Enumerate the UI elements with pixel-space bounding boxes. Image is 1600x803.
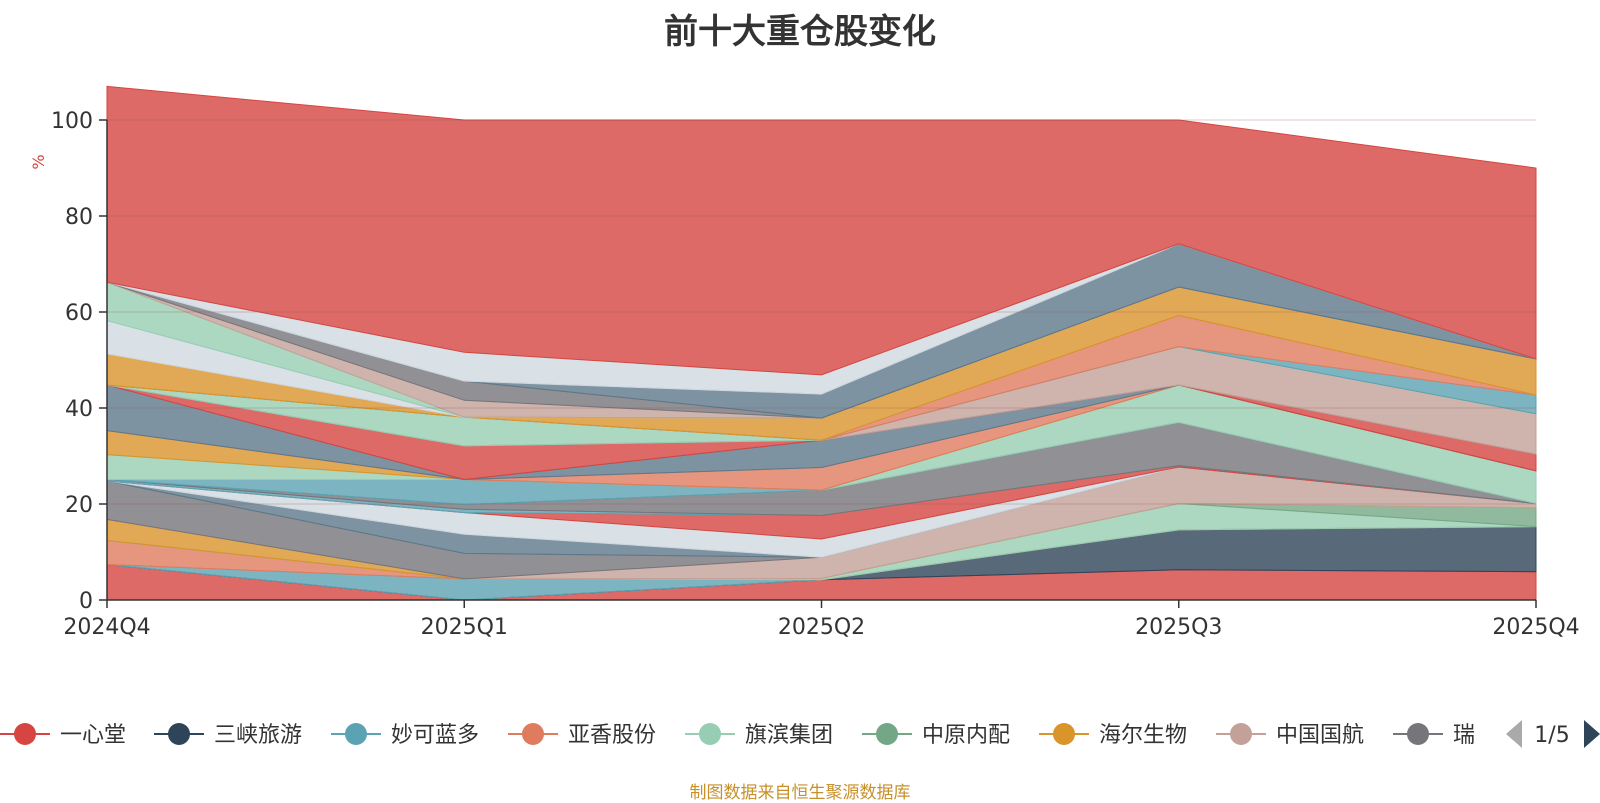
legend-label: 一心堂: [60, 723, 126, 748]
legend-item-妙可蓝多[interactable]: 妙可蓝多: [331, 723, 479, 748]
legend-marker: [345, 723, 367, 745]
legend-label: 海尔生物: [1099, 723, 1187, 748]
legend-marker: [1053, 723, 1075, 745]
x-tick-label-2025Q4: 2025Q4: [1492, 615, 1579, 640]
legend-marker: [1230, 723, 1252, 745]
legend-label: 三峡旅游: [214, 723, 302, 748]
area-series-group: [106, 85, 1537, 601]
y-axis-unit-label: %: [29, 154, 48, 169]
legend-item-一心堂[interactable]: 一心堂: [0, 723, 126, 748]
y-tick-label-80: 80: [65, 205, 93, 230]
legend-marker: [699, 723, 721, 745]
legend-next-page-icon[interactable]: [1584, 720, 1600, 748]
legend-label: 中国国航: [1276, 723, 1364, 748]
legend: 一心堂 三峡旅游 妙可蓝多 亚香股份 旗滨集团 中原内配 海尔生物 中国国航 瑞 1/5: [0, 720, 1600, 748]
legend-item-中国国航[interactable]: 中国国航: [1216, 723, 1364, 748]
legend-label: 旗滨集团: [745, 723, 833, 748]
y-tick-label-60: 60: [65, 301, 93, 326]
legend-item-中原内配[interactable]: 中原内配: [862, 723, 1010, 748]
legend-marker: [168, 723, 190, 745]
legend-items: 一心堂 三峡旅游 妙可蓝多 亚香股份 旗滨集团 中原内配 海尔生物 中国国航 瑞: [0, 723, 1475, 748]
x-tick-label-2025Q1: 2025Q1: [421, 615, 508, 640]
area-series-其他24: [106, 85, 1537, 376]
y-tick-label-40: 40: [65, 397, 93, 422]
x-tick-label-2024Q4: 2024Q4: [63, 615, 150, 640]
legend-label: 瑞: [1453, 723, 1475, 748]
legend-marker: [522, 723, 544, 745]
legend-item-三峡旅游[interactable]: 三峡旅游: [154, 723, 302, 748]
legend-item-旗滨集团[interactable]: 旗滨集团: [685, 723, 833, 748]
legend-item-亚香股份[interactable]: 亚香股份: [508, 723, 656, 748]
grid-lines: [107, 119, 1536, 505]
y-tick-label-20: 20: [65, 493, 93, 518]
legend-marker: [876, 723, 898, 745]
y-tick-label-0: 0: [79, 589, 93, 614]
legend-label: 妙可蓝多: [391, 723, 479, 748]
legend-item-瑞[interactable]: 瑞: [1393, 723, 1475, 748]
axes: 0 20 40 60 80 100 2024Q4 2025Q1 2025Q2 2025Q3 2025…: [29, 109, 1580, 640]
y-tick-label-100: 100: [51, 109, 93, 134]
legend-item-海尔生物[interactable]: 海尔生物: [1039, 723, 1187, 748]
x-tick-label-2025Q2: 2025Q2: [778, 615, 865, 640]
legend-label: 中原内配: [922, 723, 1010, 748]
x-tick-label-2025Q3: 2025Q3: [1135, 615, 1222, 640]
source-note: 制图数据来自恒生聚源数据库: [689, 783, 911, 803]
chart-title: 前十大重仓股变化: [664, 12, 936, 52]
legend-marker: [14, 723, 36, 745]
legend-prev-page-icon[interactable]: [1506, 720, 1522, 748]
legend-marker: [1407, 723, 1429, 745]
legend-label: 亚香股份: [568, 723, 656, 748]
legend-page-indicator: 1/5: [1534, 723, 1569, 748]
